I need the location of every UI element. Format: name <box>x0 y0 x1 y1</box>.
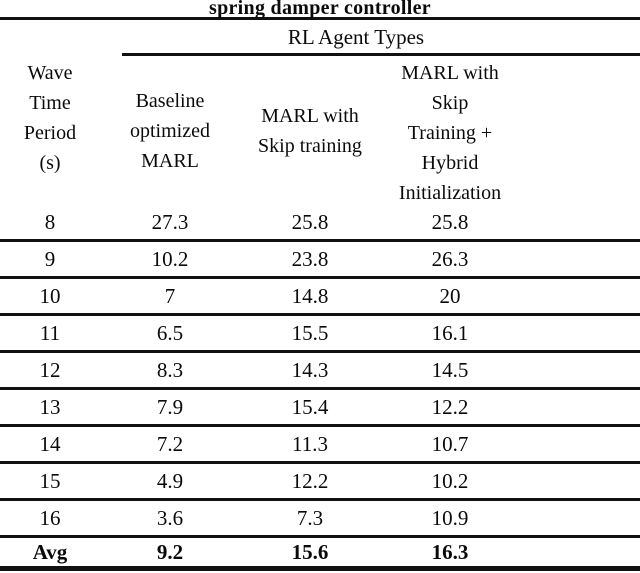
skip-training-cell: 12.2 <box>291 468 329 493</box>
skip-hybrid-cell: 25.8 <box>431 209 469 234</box>
group-header-underline <box>122 53 640 56</box>
skip-training-cell: 14.8 <box>291 283 329 308</box>
skip-hybrid-cell: 12.2 <box>431 394 469 419</box>
baseline-cell: 8.3 <box>156 357 184 382</box>
skip-hybrid-cell: 14.5 <box>431 357 469 382</box>
avg-skip-training-cell: 15.6 <box>291 539 329 564</box>
table-row: 16 3.6 7.3 10.9 <box>0 501 640 538</box>
column-header-row: Wave Time Period (s) Baseline optimized … <box>0 56 640 205</box>
skip-training-cell: 25.8 <box>291 209 329 234</box>
wave-period-cell: 14 <box>39 431 61 456</box>
wave-period-cell: 9 <box>44 246 56 271</box>
header-marl-skip-training: MARL with Skip training <box>258 104 362 157</box>
group-header-label: RL Agent Types <box>287 25 425 49</box>
wave-period-cell: 10 <box>39 283 61 308</box>
table-row: 10 7 14.8 20 <box>0 279 640 316</box>
wave-period-cell: 12 <box>39 357 61 382</box>
skip-training-cell: 15.5 <box>291 320 329 345</box>
baseline-cell: 10.2 <box>151 246 189 271</box>
skip-training-cell: 15.4 <box>291 394 329 419</box>
table-row: 14 7.2 11.3 10.7 <box>0 427 640 464</box>
group-header-row: RL Agent Types <box>0 20 640 56</box>
wave-period-cell: 11 <box>39 320 61 345</box>
table-caption: spring damper controller <box>208 0 431 19</box>
skip-hybrid-cell: 20 <box>439 283 461 308</box>
table-row: 11 6.5 15.5 16.1 <box>0 316 640 353</box>
baseline-cell: 4.9 <box>156 468 184 493</box>
skip-hybrid-cell: 10.2 <box>431 468 469 493</box>
wave-period-cell: 16 <box>39 505 61 530</box>
skip-hybrid-cell: 10.9 <box>431 505 469 530</box>
table-row: 12 8.3 14.3 14.5 <box>0 353 640 390</box>
top-rule <box>0 17 640 20</box>
header-marl-skip-hybrid: MARL with Skip Training + Hybrid Initial… <box>398 62 502 204</box>
baseline-cell: 3.6 <box>156 505 184 530</box>
skip-hybrid-cell: 10.7 <box>431 431 469 456</box>
wave-period-cell: 8 <box>44 209 56 234</box>
skip-hybrid-cell: 26.3 <box>431 246 469 271</box>
header-empty <box>520 56 640 205</box>
baseline-cell: 7.2 <box>156 431 184 456</box>
skip-hybrid-cell: 16.1 <box>431 320 469 345</box>
table-row: 15 4.9 12.2 10.2 <box>0 464 640 501</box>
table-row: 8 27.3 25.8 25.8 <box>0 205 640 242</box>
baseline-cell: 7 <box>164 283 176 308</box>
table-row: 13 7.9 15.4 12.2 <box>0 390 640 427</box>
skip-training-cell: 11.3 <box>292 431 328 456</box>
wave-period-cell: 13 <box>39 394 61 419</box>
avg-baseline-cell: 9.2 <box>156 539 184 564</box>
skip-training-cell: 23.8 <box>291 246 329 271</box>
skip-training-cell: 7.3 <box>296 505 324 530</box>
average-row: Avg 9.2 15.6 16.3 <box>0 538 640 571</box>
header-baseline-optimized-marl: Baseline optimized MARL <box>130 89 210 172</box>
skip-training-cell: 14.3 <box>291 357 329 382</box>
avg-skip-hybrid-cell: 16.3 <box>431 539 469 564</box>
header-wave-time-period: Wave Time Period (s) <box>23 62 77 174</box>
wave-period-cell: 15 <box>39 468 61 493</box>
baseline-cell: 27.3 <box>151 209 189 234</box>
table-row: 9 10.2 23.8 26.3 <box>0 242 640 279</box>
baseline-cell: 7.9 <box>156 394 184 419</box>
avg-label: Avg <box>32 539 68 564</box>
baseline-cell: 6.5 <box>156 320 184 345</box>
